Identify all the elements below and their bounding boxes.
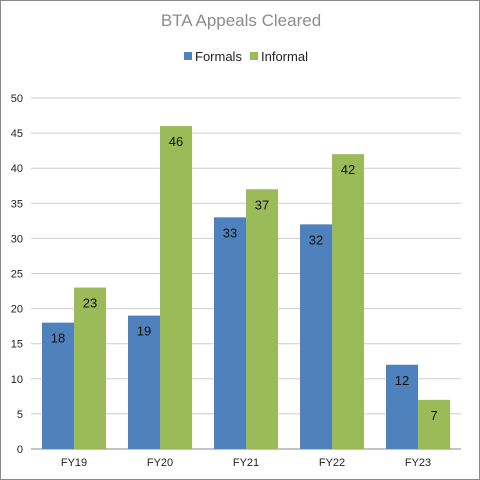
y-tick-label: 30: [11, 233, 23, 245]
x-axis-ticks: FY19 FY20 FY21 FY22 FY23: [61, 457, 431, 469]
bar-formals-fy20: [128, 315, 160, 449]
bar-informal-fy19: [74, 287, 106, 449]
y-tick-label: 45: [11, 128, 23, 140]
bar-formals-fy19: [42, 322, 74, 449]
bars: [42, 126, 450, 449]
y-tick-label: 40: [11, 163, 23, 175]
x-tick-label: FY22: [319, 457, 345, 469]
y-tick-label: 15: [11, 339, 23, 351]
legend-swatch-informal: [250, 52, 258, 60]
legend-swatch-formals: [184, 52, 192, 60]
bar-informal-fy21: [246, 189, 278, 449]
y-tick-label: 0: [17, 444, 23, 456]
data-label: 7: [430, 408, 437, 423]
bar-formals-fy21: [214, 217, 246, 449]
bar-formals-fy22: [300, 224, 332, 449]
data-label: 33: [223, 225, 237, 240]
y-axis-ticks: 0 5 10 15 20 25 30 35 40 45 50: [11, 93, 23, 456]
data-label: 42: [341, 162, 355, 177]
y-tick-label: 5: [17, 409, 23, 421]
y-tick-label: 25: [11, 269, 23, 281]
data-label: 46: [169, 134, 183, 149]
legend-label-informal: Informal: [261, 49, 308, 64]
legend-label-formals: Formals: [195, 49, 242, 64]
y-tick-label: 10: [11, 374, 23, 386]
bar-informal-fy22: [332, 154, 364, 449]
data-label: 37: [255, 197, 269, 212]
x-tick-label: FY21: [233, 457, 259, 469]
data-label: 19: [137, 324, 151, 339]
bar-informal-fy20: [160, 126, 192, 449]
chart-title: BTA Appeals Cleared: [161, 11, 321, 30]
bar-formals-fy23: [386, 364, 418, 449]
data-label: 32: [309, 232, 323, 247]
y-tick-label: 20: [11, 304, 23, 316]
x-tick-label: FY23: [405, 457, 431, 469]
data-labels: 18 23 19 46 33 37 32 42 12 7: [51, 134, 438, 423]
x-tick-label: FY20: [147, 457, 173, 469]
data-label: 12: [395, 373, 409, 388]
y-tick-label: 50: [11, 93, 23, 105]
y-tick-label: 35: [11, 198, 23, 210]
data-label: 23: [83, 296, 97, 311]
x-tick-label: FY19: [61, 457, 87, 469]
data-label: 18: [51, 331, 65, 346]
legend: Formals Informal: [184, 49, 308, 64]
bar-informal-fy23: [418, 399, 450, 449]
